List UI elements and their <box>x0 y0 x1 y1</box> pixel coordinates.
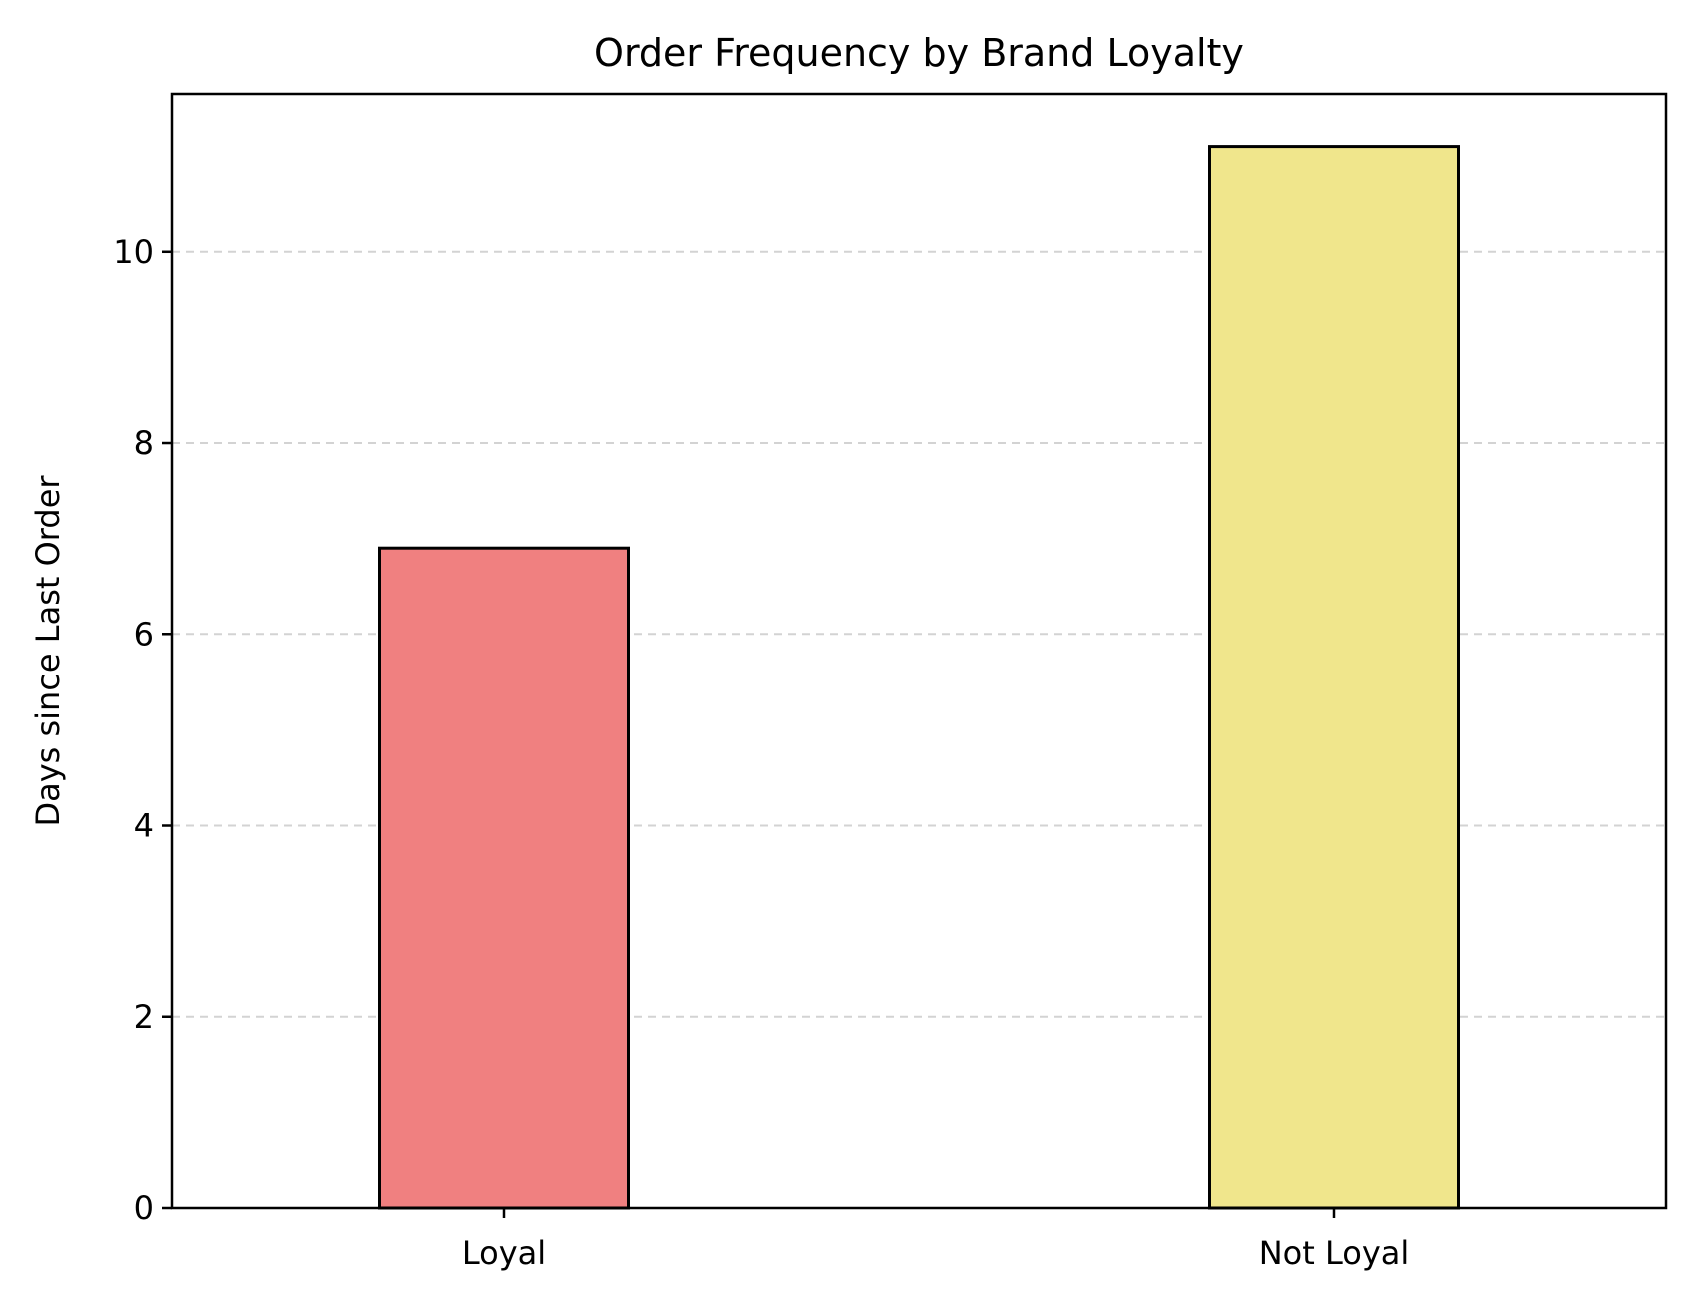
y-tick-label: 6 <box>134 615 154 653</box>
bar-loyal <box>378 546 630 1210</box>
x-tick-label: Loyal <box>462 1234 546 1272</box>
y-tick-label: 0 <box>134 1189 154 1227</box>
chart-title: Order Frequency by Brand Loyalty <box>594 31 1244 75</box>
y-tick-label: 4 <box>134 807 154 845</box>
gridlines <box>172 250 1666 1018</box>
bars <box>378 145 1460 1210</box>
y-tick-label: 2 <box>134 998 154 1036</box>
bar-not-loyal <box>1208 145 1460 1210</box>
plot-frame <box>170 92 1668 1210</box>
x-axis-ticks: Loyal Not Loyal <box>462 1208 1409 1272</box>
y-axis-title: Days since Last Order <box>29 475 67 827</box>
y-tick-label: 8 <box>134 424 154 462</box>
x-tick-label: Not Loyal <box>1259 1234 1410 1272</box>
y-axis-ticks: 0 2 4 6 8 10 <box>113 233 172 1227</box>
y-tick-label: 10 <box>113 233 154 271</box>
